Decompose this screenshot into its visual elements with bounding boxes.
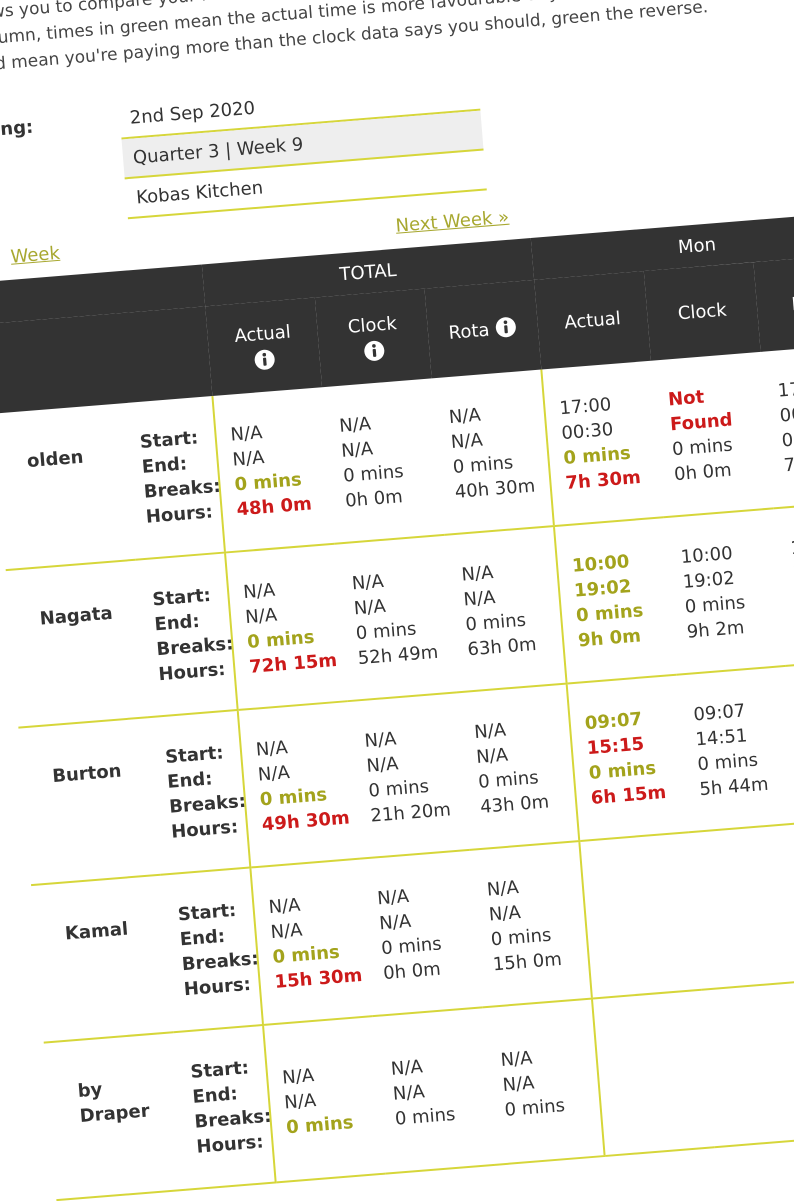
time-cell — [689, 823, 794, 989]
column-text: Clock — [677, 299, 727, 324]
info-icon[interactable] — [362, 339, 386, 363]
info-label — [0, 199, 126, 211]
row-labels: Start:End:Breaks:Hours: — [173, 1025, 275, 1190]
row-label: Hours: — [145, 499, 222, 530]
employee-name: Kamal — [31, 875, 173, 1043]
time-cell — [702, 981, 794, 1147]
row-labels: Start:End:Breaks:Hours: — [123, 396, 225, 560]
row-labels: Start:End:Breaks:Hours: — [135, 553, 237, 718]
row-label: Hours: — [170, 814, 247, 845]
column-text: Actual — [234, 321, 292, 346]
column-label: Actual — [534, 271, 651, 370]
time-cell — [579, 832, 701, 998]
info-label: ng: — [0, 109, 121, 142]
prev-week-link[interactable]: Week — [10, 243, 61, 268]
column-text: Actual — [564, 308, 622, 333]
cell-value: 17:00 — [777, 371, 794, 404]
info-label — [0, 159, 123, 171]
column-label: Clock — [315, 289, 432, 388]
column-label: Rota — [424, 280, 541, 379]
column-text: Clock — [347, 313, 397, 338]
row-label: Hours: — [183, 971, 260, 1002]
employee-name: by Draper — [44, 1032, 186, 1200]
row-label: Hours: — [158, 656, 235, 687]
column-text: Rota — [448, 319, 490, 343]
cell-value: 10:00 — [790, 528, 794, 561]
info-icon[interactable] — [253, 347, 277, 371]
row-label: Hours: — [196, 1129, 273, 1160]
column-label: Rota — [753, 253, 794, 352]
column-label: Clock — [644, 262, 761, 361]
time-cell — [592, 990, 714, 1156]
employee-name: Burton — [18, 717, 160, 885]
page: ws you to compare your rota times to ylu… — [0, 0, 794, 948]
info-icon[interactable] — [494, 315, 518, 339]
employee-name: olden — [0, 403, 135, 570]
column-label: Actual — [205, 297, 322, 396]
next-week-link[interactable]: Next Week » — [395, 207, 510, 237]
cell-value: Not Found — [667, 380, 767, 438]
row-labels: Start:End:Breaks:Hours: — [148, 710, 250, 875]
row-labels: Start:End:Breaks:Hours: — [161, 868, 263, 1033]
employee-name: Nagata — [6, 560, 148, 728]
